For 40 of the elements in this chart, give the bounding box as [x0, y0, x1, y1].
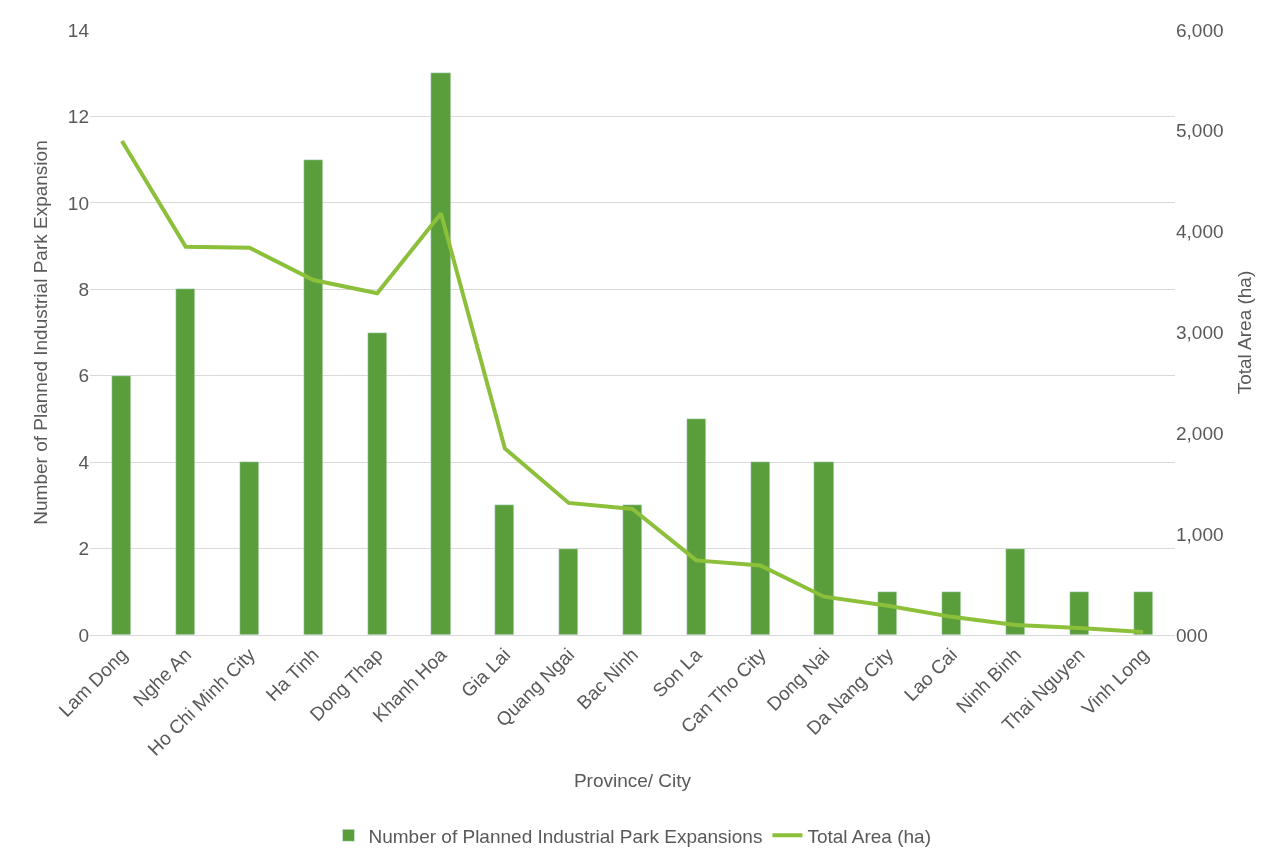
y2-tick-label: 000 — [1176, 624, 1208, 646]
bar — [1133, 591, 1153, 635]
x-axis-title: Province/ City — [573, 770, 692, 792]
bar — [494, 504, 514, 635]
bar — [303, 159, 323, 635]
bar — [877, 591, 897, 635]
bar — [175, 288, 195, 635]
x-tick-label: Gia Lai — [456, 644, 515, 702]
bar — [367, 332, 387, 635]
bar — [111, 375, 131, 635]
legend-label: Total Area (ha) — [807, 825, 932, 847]
y-tick-label: 4 — [78, 451, 90, 473]
y2-tick-label: 5,000 — [1176, 120, 1224, 142]
y2-tick-label: 2,000 — [1176, 422, 1224, 444]
y-tick-label: 10 — [67, 192, 89, 214]
x-tick-label: Son La — [648, 643, 707, 702]
bar — [239, 461, 259, 635]
bar — [1005, 548, 1025, 635]
y2-tick-label: 4,000 — [1176, 221, 1224, 243]
y-tick-label: 6 — [78, 365, 89, 387]
y-tick-label: 14 — [67, 19, 90, 41]
bar — [430, 72, 451, 635]
y-tick-label: 0 — [78, 624, 89, 646]
y2-tick-label: 1,000 — [1176, 523, 1224, 545]
y-tick-label: 12 — [67, 106, 89, 128]
y-axis-title: Number of Planned Industrial Park Expansion — [29, 140, 51, 525]
y-tick-label: 2 — [78, 538, 89, 560]
y2-axis-title: Total Area (ha) — [1234, 270, 1256, 395]
x-tick-label: Ha Tinh — [261, 644, 323, 706]
bar — [686, 418, 706, 635]
bar — [558, 548, 578, 635]
line-series — [119, 138, 1146, 634]
bar — [941, 591, 961, 635]
y-tick-label: 8 — [78, 278, 89, 300]
bar — [622, 504, 642, 635]
y2-tick-label: 6,000 — [1176, 19, 1224, 41]
y2-tick-label: 3,000 — [1176, 322, 1224, 344]
legend-label: Number of Planned Industrial Park Expansions — [368, 825, 763, 847]
bar — [750, 461, 770, 635]
bar — [813, 461, 834, 635]
